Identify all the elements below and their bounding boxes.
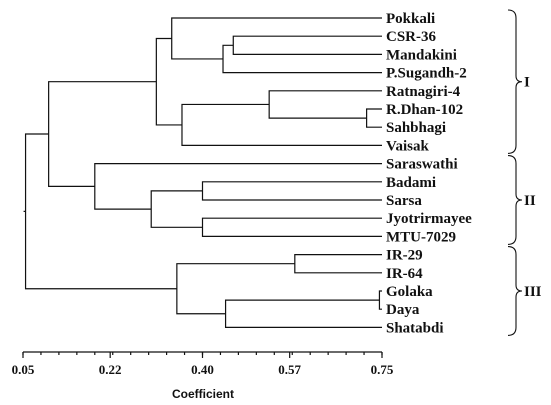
branch-m8 — [201, 217, 382, 237]
leaf-label-sahbhagi: Sahbhagi — [386, 120, 446, 136]
branch-m1 — [378, 290, 382, 310]
leaf-label-jyotrirmayee: Jyotrirmayee — [386, 211, 472, 227]
branch-m17 — [24, 133, 177, 290]
leaf-label-badami: Badami — [386, 175, 436, 191]
cluster-label-iii: III — [524, 284, 542, 300]
branch-m11 — [171, 17, 382, 60]
x-tick-label: 0.40 — [191, 362, 214, 377]
cluster-label-i: I — [524, 75, 530, 91]
leaf-label-r-dhan-102: R.Dhan-102 — [386, 102, 463, 118]
leaf-label-sarsa: Sarsa — [386, 193, 422, 209]
leaf-label-daya: Daya — [386, 302, 420, 318]
leaf-label-golaka: Golaka — [386, 284, 433, 300]
x-tick-label: 0.05 — [12, 362, 35, 377]
leaf-label-ir-29: IR-29 — [386, 248, 423, 264]
leaf-label-ir-64: IR-64 — [386, 266, 423, 282]
branch-m12 — [155, 37, 182, 126]
branch-m3 — [232, 35, 382, 55]
leaf-label-pokkali: Pokkali — [386, 11, 435, 27]
cluster-label-ii: II — [524, 193, 536, 209]
branch-m16 — [48, 81, 157, 187]
branch-m6 — [222, 44, 382, 74]
branch-m4 — [294, 254, 382, 274]
leaf-label-ratnagiri-4: Ratnagiri-4 — [386, 84, 461, 100]
leaf-label-mtu-7029: MTU-7029 — [386, 229, 456, 245]
leaf-label-shatabdi: Shatabdi — [386, 320, 444, 336]
branch-m14 — [150, 190, 203, 228]
cluster-brace-i — [507, 9, 523, 154]
x-tick-label: 0.57 — [278, 362, 301, 377]
cluster-brace-ii — [507, 155, 523, 245]
branch-m5 — [268, 90, 382, 119]
x-tick-label: 0.22 — [99, 362, 122, 377]
branch-m15 — [94, 163, 382, 210]
cluster-brace-iii — [507, 246, 523, 336]
branch-m13 — [176, 263, 295, 315]
branch-m2 — [366, 108, 382, 128]
x-axis: 0.05 0.22 0.40 0.57 0.75 — [12, 351, 394, 377]
leaf-label-mandakini: Mandakini — [386, 47, 457, 63]
leaf-label-saraswathi: Saraswathi — [386, 157, 458, 173]
branch-m10 — [181, 103, 382, 146]
x-tick-label: 0.75 — [371, 362, 394, 377]
leaf-labels: Pokkali CSR-36 Mandakini P.Sugandh-2 Ratnagi… — [386, 11, 472, 336]
branch-m7 — [201, 181, 382, 201]
dendrogram-branches — [23, 17, 382, 328]
x-axis-label: Coefficient — [172, 387, 234, 401]
leaf-label-vaisak: Vaisak — [386, 138, 429, 154]
leaf-label-p-sugandh-2: P.Sugandh-2 — [386, 66, 467, 82]
branch-m9 — [224, 299, 382, 328]
leaf-label-csr-36: CSR-36 — [386, 29, 437, 45]
